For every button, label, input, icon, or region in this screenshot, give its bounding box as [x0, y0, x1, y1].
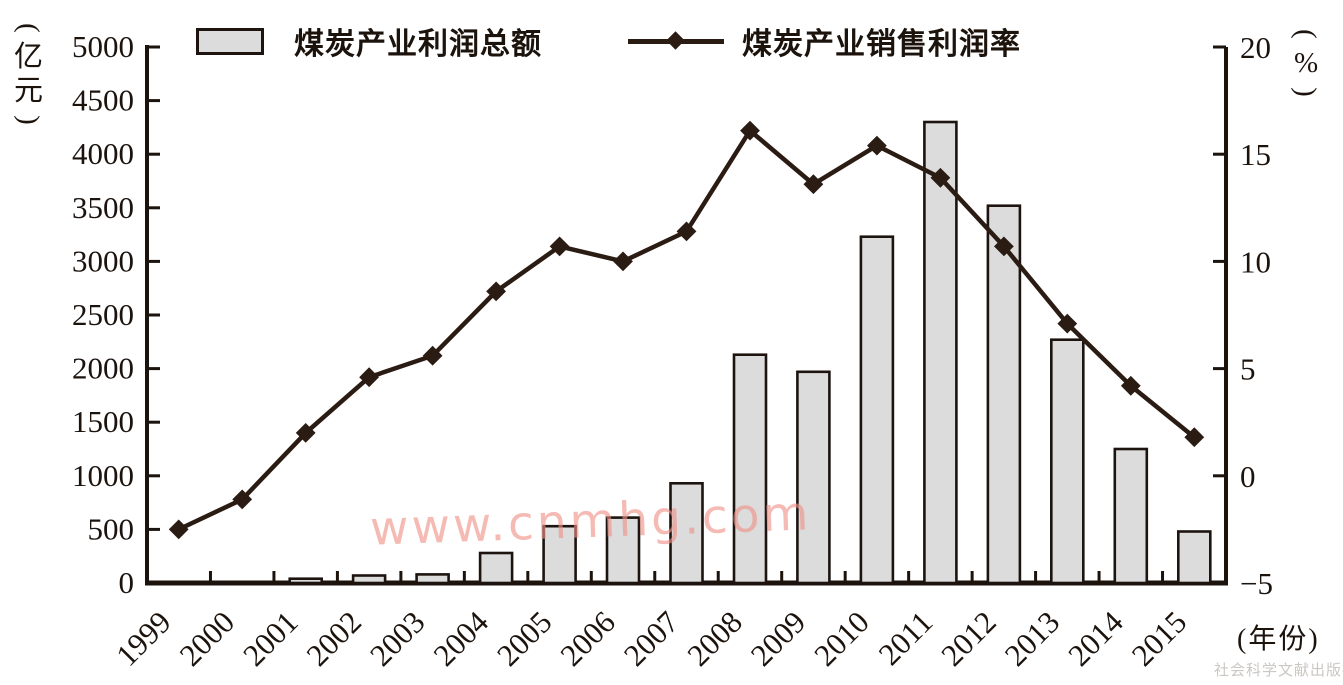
axis-unit-char: (: [1290, 29, 1323, 39]
line-marker-2000: [232, 489, 253, 510]
bar-2006: [605, 516, 641, 585]
x-axis-unit-label: (年份): [1237, 624, 1320, 655]
left-axis-tick-label: 3000: [72, 243, 134, 278]
left-axis-tick-label: 2000: [72, 351, 134, 386]
left-axis-tick-label: 1500: [72, 404, 134, 439]
profit-margin-line: [177, 127, 1196, 532]
bar-2007: [669, 481, 704, 585]
x-tick-label-2015: 2015: [1125, 604, 1194, 673]
legend: 煤炭产业利润总额 煤炭产业销售利润率: [196, 19, 1021, 63]
right-axis-tick-label: 10: [1240, 244, 1271, 279]
legend-bar-swatch: [196, 27, 264, 55]
publisher-watermark: 社会科学文献出版社: [1214, 662, 1343, 679]
x-tick-label-2001: 2001: [236, 604, 305, 673]
x-tick-label-2009: 2009: [744, 604, 813, 673]
x-tick-label-2007: 2007: [617, 604, 686, 673]
right-axis-unit-label: (%): [1290, 22, 1323, 104]
line-marker-2006: [613, 251, 633, 272]
left-axis-tick-label: 1000: [72, 458, 134, 493]
bar-2011: [923, 120, 958, 585]
right-axis-tick-label: 20: [1240, 30, 1271, 65]
right-axis-tick-label: 5: [1240, 352, 1256, 387]
bar-2012: [986, 204, 1022, 585]
axis-unit-char: 元: [14, 75, 44, 108]
axis-unit-char: ): [1290, 87, 1323, 98]
left-axis-tick-label: 4500: [72, 83, 134, 118]
bar-2005: [542, 524, 577, 585]
bar-2003: [415, 573, 450, 585]
legend-diamond-marker-icon: [666, 30, 685, 50]
x-tick-label-2000: 2000: [173, 604, 242, 673]
line-marker-2001: [295, 423, 316, 443]
left-axis-tick-label: 500: [88, 511, 135, 546]
line-marker-2014: [1120, 375, 1141, 396]
x-tick-label-2005: 2005: [490, 604, 559, 673]
bar-2015: [1177, 530, 1212, 585]
axis-unit-char: %: [1294, 47, 1319, 79]
x-tick-label-2003: 2003: [363, 604, 432, 673]
right-axis-tick-label: 0: [1240, 459, 1256, 494]
x-tick-label-2006: 2006: [553, 604, 622, 673]
legend-line-label: 煤炭产业销售利润率: [742, 28, 1021, 61]
left-axis-tick-label: 2500: [72, 297, 134, 332]
line-marker-2002: [359, 367, 379, 388]
bar-2010: [859, 235, 895, 585]
bar-2013: [1050, 338, 1085, 585]
left-axis-tick-label: 0: [119, 565, 135, 600]
bar-2004: [478, 551, 514, 585]
left-axis-tick-label: 3500: [72, 190, 134, 225]
line-marker-2015: [1184, 427, 1205, 448]
line-marker-1999: [168, 519, 189, 540]
axis-unit-char: 亿: [14, 41, 44, 73]
x-tick-label-2008: 2008: [680, 604, 749, 673]
x-tick-label-2011: 2011: [872, 604, 940, 672]
x-tick-label-2004: 2004: [426, 604, 495, 673]
left-axis-tick-label: 4000: [72, 136, 134, 171]
x-tick-label-2013: 2013: [998, 604, 1067, 673]
line-marker-2010: [867, 135, 887, 156]
bar-2008: [732, 353, 768, 585]
left-axis-tick-label: 5000: [72, 29, 134, 64]
right-axis-tick-label: −5: [1240, 566, 1273, 601]
axis-unit-char: ): [12, 115, 45, 126]
legend-bar-label: 煤炭产业利润总额: [294, 28, 542, 61]
x-tick-label-1999: 1999: [109, 604, 178, 673]
bar-2009: [796, 370, 831, 585]
bar-2014: [1113, 447, 1149, 585]
left-axis-unit-label: ( 亿元): [12, 16, 45, 132]
line-marker-2013: [1057, 313, 1078, 334]
x-tick-label-2012: 2012: [934, 604, 1003, 673]
x-tick-label-2002: 2002: [299, 604, 368, 673]
right-axis-tick-label: 15: [1240, 137, 1271, 172]
x-tick-label-2014: 2014: [1061, 604, 1130, 673]
x-tick-label-2010: 2010: [807, 604, 876, 673]
bar-2001: [288, 577, 324, 585]
line-marker-2003: [422, 345, 443, 366]
bar-2002: [351, 574, 387, 585]
line-marker-2004: [486, 281, 506, 302]
legend-line-swatch: [628, 30, 724, 50]
axis-unit-char: (: [12, 23, 45, 33]
